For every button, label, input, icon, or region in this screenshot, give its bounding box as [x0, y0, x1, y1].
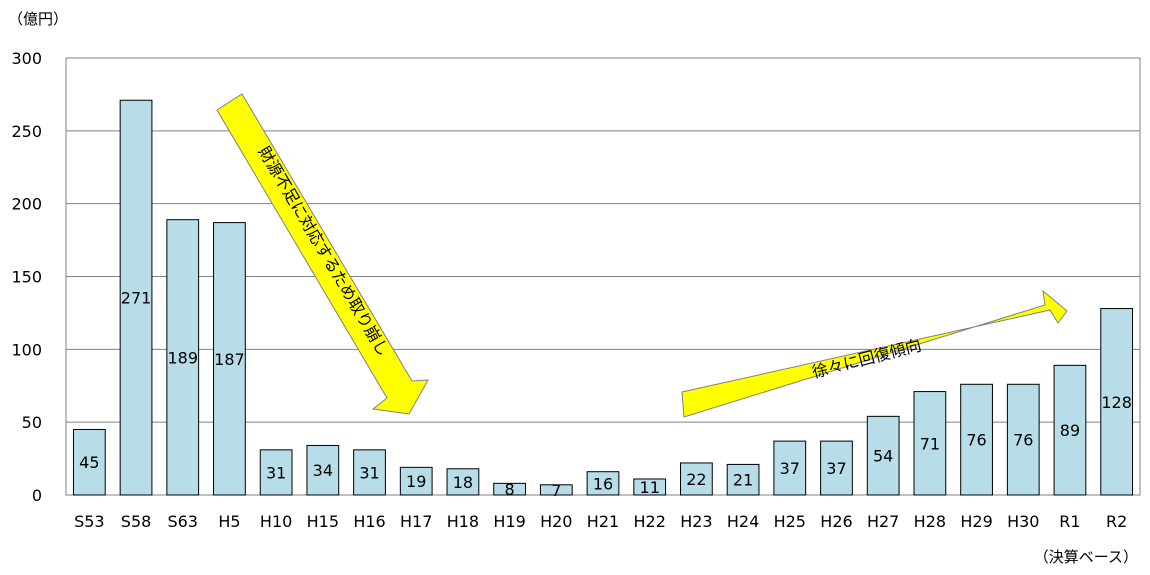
x-tick-label: H15 [307, 512, 339, 531]
bar [1053, 364, 1087, 496]
x-tick-label: H10 [260, 512, 292, 531]
bar [166, 219, 200, 496]
x-tick-label: H24 [727, 512, 759, 531]
y-tick-label: 150 [11, 268, 42, 287]
bar [353, 449, 386, 496]
bar [633, 478, 667, 496]
unit-label: （億円） [8, 10, 68, 28]
bar [119, 99, 153, 496]
y-tick-label: 300 [11, 49, 42, 68]
bar [726, 463, 760, 496]
x-tick-label: H5 [218, 512, 240, 531]
bar [820, 440, 853, 496]
x-tick-label: H30 [1007, 512, 1039, 531]
y-tick-label: 0 [32, 486, 42, 505]
bar [680, 462, 713, 496]
x-tick-label: H16 [353, 512, 385, 531]
bar-value-label: 189 [167, 348, 198, 367]
x-tick-label: H26 [820, 512, 852, 531]
bar [72, 428, 106, 496]
x-tick-label: H29 [960, 512, 992, 531]
y-tick-label: 50 [22, 413, 42, 432]
bar-value-label: 11 [640, 478, 660, 497]
x-tick-label: R2 [1106, 512, 1127, 531]
y-tick-label: 100 [11, 340, 42, 359]
bar-value-label: 71 [920, 434, 940, 453]
bar-value-label: 31 [359, 463, 379, 482]
x-tick-label: H27 [867, 512, 899, 531]
bar [866, 415, 900, 496]
bar-value-label: 8 [505, 480, 515, 499]
y-tick-label: 200 [11, 195, 42, 214]
bar [539, 484, 573, 496]
bar-value-label: 89 [1060, 421, 1080, 440]
bar-value-label: 187 [214, 350, 245, 369]
bar-value-label: 18 [453, 473, 473, 492]
y-tick-label: 250 [11, 122, 42, 141]
bar [913, 391, 947, 496]
bar-value-label: 76 [966, 431, 986, 450]
x-tick-label: S58 [121, 512, 152, 531]
bar-value-label: 16 [593, 474, 613, 493]
x-tick-label: H18 [447, 512, 479, 531]
bar [1100, 308, 1134, 496]
decline-arrow [216, 93, 429, 415]
bar [259, 449, 293, 496]
bar-value-label: 76 [1013, 431, 1033, 450]
y-axis-ticks: 0 50 100 150 200 250 300 [11, 49, 42, 505]
note-label: （決算ベース） [1034, 548, 1138, 566]
bar-value-label: 45 [79, 453, 99, 472]
bar-value-label: 128 [1101, 393, 1132, 412]
bar-value-label: 34 [313, 461, 333, 480]
bar [773, 440, 807, 496]
x-tick-label: S63 [167, 512, 198, 531]
x-tick-label: H28 [914, 512, 946, 531]
bar [960, 383, 993, 496]
bar-value-label: 37 [780, 459, 800, 478]
bar [213, 222, 246, 496]
bar-value-label: 54 [873, 447, 893, 466]
bar [493, 482, 526, 496]
bar [1006, 383, 1040, 496]
data-labels: 45 271 189 187 31 34 31 19 18 8 7 16 11 22 21 37 37 54 71 7… [79, 289, 1132, 500]
bars [72, 99, 1134, 496]
bar-value-label: 7 [551, 481, 561, 500]
x-tick-label: H22 [634, 512, 666, 531]
x-tick-label: H19 [493, 512, 525, 531]
recovery-arrow [681, 289, 1068, 418]
x-tick-label: S53 [74, 512, 105, 531]
x-tick-label: H17 [400, 512, 432, 531]
annotation-decline: 財源不足に対応するため取り崩し [216, 93, 429, 415]
x-tick-label: H21 [587, 512, 619, 531]
decline-arrow-label: 財源不足に対応するため取り崩し [254, 143, 393, 359]
bar [306, 444, 340, 496]
bar [446, 468, 480, 496]
bar-value-label: 22 [686, 470, 706, 489]
x-tick-label: H20 [540, 512, 572, 531]
x-tick-label: H23 [680, 512, 712, 531]
bar [399, 466, 433, 496]
bar-value-label: 21 [733, 471, 753, 490]
bar-value-label: 19 [406, 472, 426, 491]
bar-value-label: 271 [121, 289, 152, 308]
bar [586, 471, 620, 496]
x-tick-label: H25 [774, 512, 806, 531]
recovery-arrow-label: 徐々に回復傾向 [810, 335, 923, 381]
x-tick-label: R1 [1059, 512, 1080, 531]
bar-value-label: 37 [826, 459, 846, 478]
bar-value-label: 31 [266, 463, 286, 482]
x-axis-ticks: S53 S58 S63 H5 H10 H15 H16 H17 H18 H19 H20 H21 H22 H2… [74, 512, 1127, 531]
